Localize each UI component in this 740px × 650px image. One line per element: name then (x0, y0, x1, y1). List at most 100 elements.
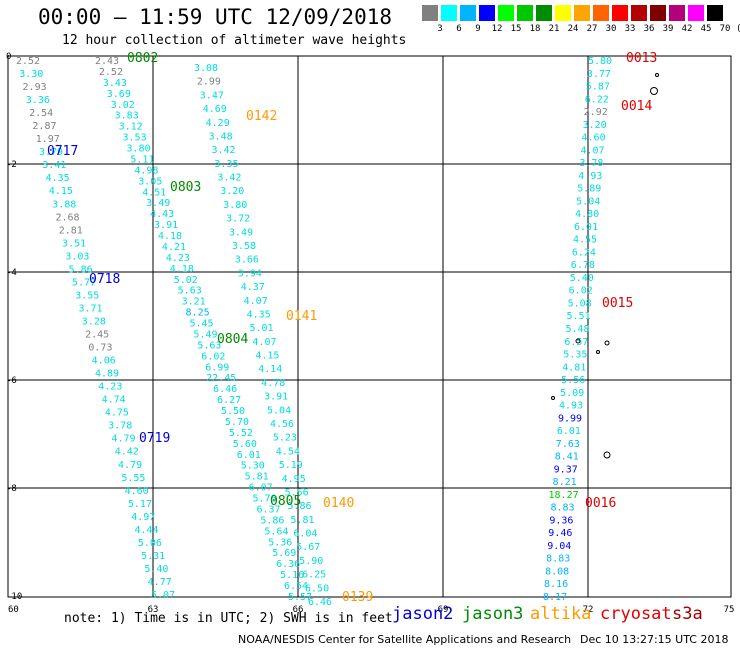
swh-value: 4.29 (206, 118, 230, 129)
scale-label: 70 (719, 24, 731, 34)
swh-value: 8.21 (553, 477, 577, 488)
lon-tick-label: 75 (724, 605, 735, 615)
swh-value: 9.99 (558, 413, 582, 424)
swh-value: 4.56 (270, 419, 294, 430)
swh-value: 5.04 (267, 405, 291, 416)
swh-value: 4.55 (573, 235, 597, 246)
island-outline (603, 451, 611, 459)
scale-swatch (555, 5, 571, 21)
swh-value: 3.35 (214, 159, 238, 170)
swh-value: 4.18 (170, 264, 194, 275)
swh-value: 4.21 (162, 242, 186, 253)
satellite-legend-item: s3a (672, 604, 703, 624)
satellite-legend-item: jason2 (392, 604, 454, 624)
swh-value: 5.09 (560, 388, 584, 399)
swh-value: 9.36 (549, 515, 573, 526)
swh-value: 5.19 (279, 460, 303, 471)
scale-swatch (669, 5, 685, 21)
swh-value: 4.93 (559, 401, 583, 412)
scale-swatch (593, 5, 609, 21)
swh-value: 6.07 (249, 483, 273, 494)
swh-value: 6.46 (213, 384, 237, 395)
swh-value: 5.17 (128, 499, 152, 510)
satellite-legend-item: cryosat (600, 604, 672, 624)
scale-label: 36 (643, 24, 655, 34)
swh-value: 4.98 (134, 165, 158, 176)
island-outline (551, 396, 555, 400)
scale-label: (ft) (736, 24, 740, 34)
scale-label: 33 (624, 24, 636, 34)
swh-value: 2.93 (23, 82, 47, 93)
scale-label: 15 (510, 24, 522, 34)
swh-value: 6.99 (205, 362, 229, 373)
scale-swatch (631, 5, 647, 21)
swh-value: 4.77 (148, 577, 172, 588)
swh-value: 5.52 (229, 428, 253, 439)
swh-value: 3.21 (182, 297, 206, 308)
swh-value: 3.48 (209, 131, 233, 142)
swh-value: 2.43 (95, 56, 119, 67)
swh-value: 4.89 (95, 369, 119, 380)
scale-swatch (498, 5, 514, 21)
swh-value: 5.76 (253, 494, 277, 505)
swh-value: 5.06 (138, 538, 162, 549)
swh-value: 4.23 (98, 382, 122, 393)
swh-value: 6.22 (585, 94, 609, 105)
swh-value: 4.18 (158, 231, 182, 242)
swh-value: 4.79 (111, 434, 135, 445)
swh-value: 5.60 (233, 439, 257, 450)
swh-value: 2.92 (584, 107, 608, 118)
swh-value: 4.60 (125, 486, 149, 497)
swh-value: 3.49 (146, 198, 170, 209)
pass-label: 0717 (47, 144, 78, 159)
swh-value: 8.08 (545, 566, 569, 577)
swh-value: 3.66 (235, 255, 259, 266)
swh-value: 6.36 (276, 559, 300, 570)
swh-value: 5.86 (260, 515, 284, 526)
swh-value: 22.45 (206, 373, 236, 384)
swh-value: 1.97 (36, 134, 60, 145)
swh-value: 3.41 (42, 160, 66, 171)
swh-value: 3.69 (107, 89, 131, 100)
island-outline (650, 87, 658, 95)
swh-value: 4.42 (115, 447, 139, 458)
map-subtitle: 12 hour collection of altimeter wave hei… (62, 33, 407, 48)
swh-value: 5.81 (290, 515, 314, 526)
swh-value: 4.15 (255, 351, 279, 362)
lon-tick-label: 60 (8, 605, 19, 615)
swh-value: 6.54 (284, 581, 308, 592)
swh-value: 3.72 (226, 214, 250, 225)
swh-value: 3.49 (229, 227, 253, 238)
swh-value: 3.91 (154, 220, 178, 231)
swh-value: 3.30 (19, 69, 43, 80)
scale-swatch (517, 5, 533, 21)
swh-value: 9.04 (547, 541, 571, 552)
swh-value: 4.07 (580, 145, 604, 156)
swh-value: 4.93 (578, 171, 602, 182)
swh-value: 3.42 (217, 173, 241, 184)
swh-value: 4.60 (582, 133, 606, 144)
swh-value: 3.28 (82, 316, 106, 327)
swh-value: 7.63 (556, 439, 580, 450)
scale-swatch (422, 5, 438, 21)
swh-value: 4.69 (203, 104, 227, 115)
swh-value: 5.30 (241, 461, 265, 472)
pass-label: 0802 (127, 51, 158, 66)
swh-value: 4.75 (105, 408, 129, 419)
swh-value: 5.86 (287, 501, 311, 512)
scale-label: 39 (662, 24, 674, 34)
lat-tick-label: -2 (6, 160, 17, 170)
lon-tick-label: 63 (148, 605, 159, 615)
swh-value: 3.79 (39, 147, 63, 158)
swh-value: 5.64 (264, 526, 288, 537)
swh-value: 5.16 (280, 570, 304, 581)
scale-label: 6 (456, 24, 462, 34)
swh-value: 4.35 (247, 309, 271, 320)
swh-value: 2.87 (32, 121, 56, 132)
swh-value: 9.37 (554, 464, 578, 475)
swh-value: 6.01 (574, 222, 598, 233)
swh-value: 3.80 (126, 144, 150, 155)
swh-value: 5.56 (285, 487, 309, 498)
swh-value: 4.95 (282, 474, 306, 485)
